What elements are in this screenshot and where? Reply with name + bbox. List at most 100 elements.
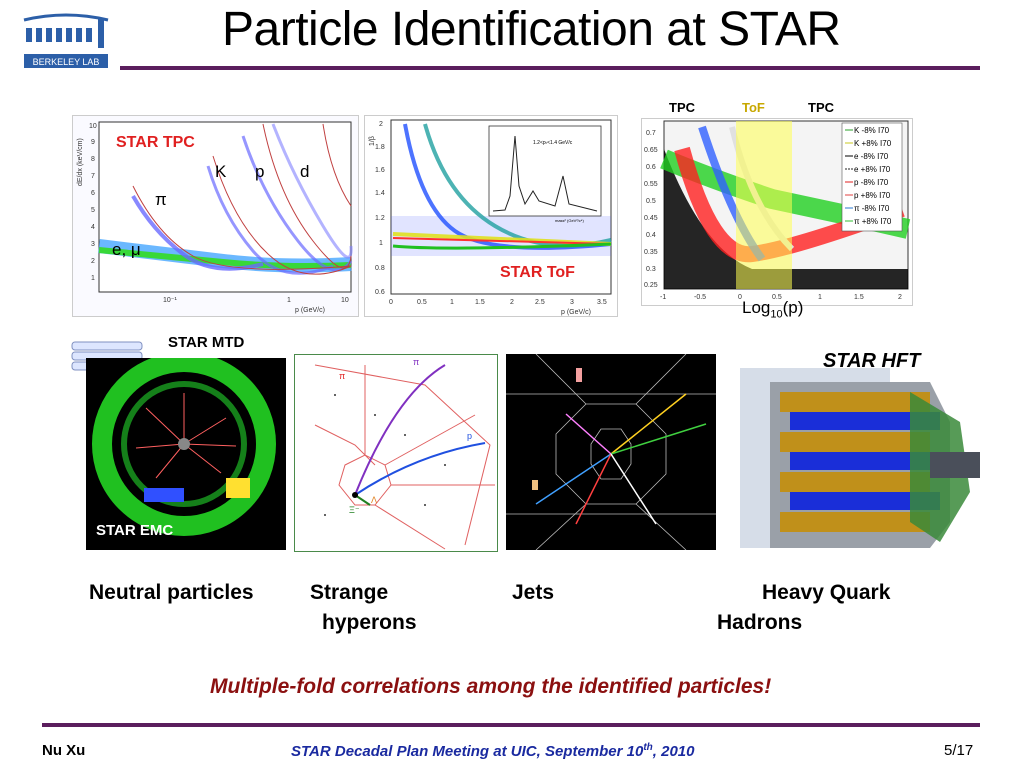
caption-strange-line1: Strange [310,581,389,604]
dedx-xtick: 0 [738,294,742,301]
footer-author: Nu Xu [42,742,86,759]
tof-xtick: 1.5 [475,299,485,306]
dedx-ytick: 0.7 [646,130,656,137]
footer-meeting-pre: STAR Decadal Plan Meeting at UIC, Septem… [291,743,644,760]
hyperon-event-display: π π p Λ Ξ⁻ [294,354,498,552]
tagline: Multiple-fold correlations among the ide… [210,675,772,698]
tof-xtick: 0 [389,299,393,306]
tof-ytick: 1.8 [375,144,385,151]
dedx-ytick: 0.3 [646,266,656,273]
label-p: p [467,431,472,441]
emc-label: STAR EMC [96,522,174,539]
caption-strange-line2: hyperons [322,611,417,634]
tpc-ytick: 10 [89,123,97,130]
tof-ytick: 1 [379,240,383,247]
log-subscript: 10 [770,308,783,321]
tof-xaxis-label: p (GeV/c) [561,309,591,316]
tpc-ytick: 8 [91,156,95,163]
dedx-top-label-tpc-right: TPC [808,100,834,115]
label-xi: Ξ⁻ [349,505,360,515]
tof-yaxis-label: 1/β [369,136,376,146]
dedx-top-label-tof: ToF [742,100,765,115]
combined-pid-plot: 0.7 0.65 0.6 0.55 0.5 0.45 0.4 0.35 0.3 … [641,118,913,306]
dedx-ytick: 0.65 [644,147,658,154]
legend-entry: p -8% I70 [854,178,889,187]
tof-xtick: 0.5 [417,299,427,306]
species-pi: π [155,190,167,209]
tpc-ytick: 2 [91,258,95,265]
dedx-ytick: 0.25 [644,282,658,289]
tof-xtick: 3.5 [597,299,607,306]
legend-entry: K +8% I70 [854,139,892,148]
tpc-xtick: 10 [341,297,349,304]
tof-ytick: 2 [379,121,383,128]
tpc-ytick: 6 [91,190,95,197]
caption-neutral-particles: Neutral particles [89,581,254,604]
tpc-xtick: 10⁻¹ [163,297,177,304]
dedx-xtick: -0.5 [694,294,706,301]
tof-inset-xaxis: mass² (GeV²/c⁴) [555,218,584,223]
tpc-ytick: 3 [91,241,95,248]
tof-xtick: 1 [450,299,454,306]
caption-heavy-quark-line1: Heavy Quark [762,581,891,604]
legend-entry: p +8% I70 [854,191,891,200]
hft-label: STAR HFT [823,350,921,372]
tpc-xaxis-label: p (GeV/c) [295,307,325,314]
dedx-ytick: 0.45 [644,215,658,222]
tpc-ytick: 1 [91,275,95,282]
caption-heavy-quark-line2: Hadrons [717,611,803,634]
tpc-yaxis-label: dE/dx (keV/cm) [77,138,84,186]
hft-detector-render [740,362,980,552]
label-pi-1: π [339,371,345,381]
species-p: p [255,162,265,181]
logo-text: BERKELEY LAB [33,57,100,67]
tof-ytick: 0.6 [375,289,385,296]
tof-ytick: 1.6 [375,167,385,174]
tpc-ytick: 4 [91,224,95,231]
tpc-dedx-plot: 10 9 8 7 6 5 4 3 2 1 10⁻¹ 1 10 p (GeV/c)… [72,115,359,317]
mtd-label: STAR MTD [168,334,245,351]
tpc-ytick: 7 [91,173,95,180]
species-e-mu: e, μ [112,240,141,259]
tpc-xtick: 1 [287,297,291,304]
tof-ytick: 0.8 [375,265,385,272]
tof-ytick: 1.2 [375,215,385,222]
footer-meeting-post: , 2010 [652,743,695,760]
label-lambda: Λ [371,495,377,505]
dedx-xaxis-label: Log10(p) [742,298,803,320]
tpc-ytick: 9 [91,139,95,146]
dedx-xtick: 1.5 [854,294,864,301]
tof-xtick: 3 [570,299,574,306]
tpc-plot-label: STAR TPC [116,134,195,151]
tof-plot-label: STAR ToF [500,264,575,281]
page-title: Particle Identification at STAR [222,3,841,56]
dedx-ytick: 0.6 [646,164,656,171]
dedx-ytick: 0.4 [646,232,656,239]
tof-xtick: 2 [510,299,514,306]
log-base: Log [742,298,771,317]
dedx-ytick: 0.35 [644,249,658,256]
dedx-xtick: 2 [898,294,902,301]
log-tail: (p) [782,298,804,317]
caption-jets: Jets [512,581,555,604]
footer-meeting: STAR Decadal Plan Meeting at UIC, Septem… [291,742,695,760]
species-k: K [215,162,227,181]
tof-inset-label: 1.2<pₜ<1.4 GeV/c [533,140,573,146]
footer-divider [42,723,980,727]
dedx-top-label-tpc-left: TPC [669,100,695,115]
legend-entry: e +8% I70 [854,165,891,174]
footer-page-number: 5/17 [944,742,974,759]
legend-entry: K -8% I70 [854,126,890,135]
legend-entry: π +8% I70 [854,217,892,226]
legend-entry: π -8% I70 [854,204,890,213]
emc-event-display [86,352,286,550]
title-divider [120,66,980,70]
footer-meeting-sup: th [643,742,653,753]
dedx-ytick: 0.55 [644,181,658,188]
tof-beta-plot: 1.2<pₜ<1.4 GeV/c mass² (GeV²/c⁴) 2 1.8 1… [364,115,618,317]
jet-event-display [506,353,716,551]
label-pi-2: π [413,357,419,367]
berkeley-lab-logo: BERKELEY LAB [20,10,112,70]
tof-ytick: 1.4 [375,190,385,197]
dedx-xtick: 1 [818,294,822,301]
